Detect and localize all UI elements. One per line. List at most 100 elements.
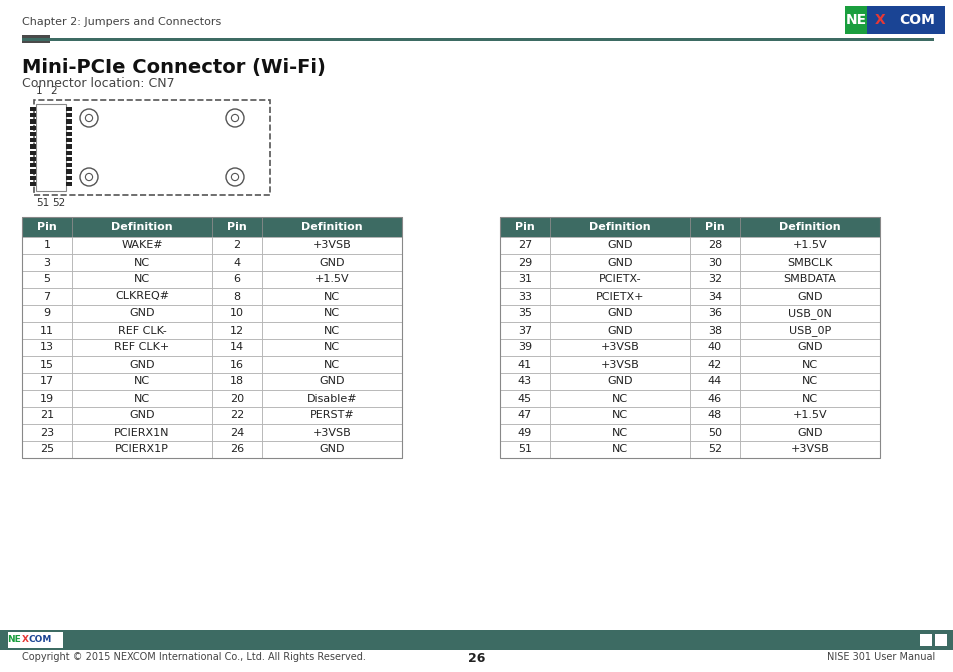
Text: GND: GND [607, 308, 632, 319]
Text: NC: NC [133, 274, 150, 284]
Text: GND: GND [797, 292, 821, 302]
Bar [30, 169, 36, 173]
Bar [919, 634, 931, 646]
Bar [550, 390, 689, 407]
Text: 22: 22 [230, 411, 244, 421]
Bar [30, 157, 36, 161]
Bar [689, 390, 740, 407]
Bar [34, 100, 270, 195]
Bar [22, 322, 71, 339]
Text: GND: GND [797, 343, 821, 353]
Text: REF CLK-: REF CLK- [117, 325, 166, 335]
Bar [550, 407, 689, 424]
Text: PCIETX-: PCIETX- [598, 274, 640, 284]
Bar [71, 441, 212, 458]
Text: +1.5V: +1.5V [314, 274, 349, 284]
Text: 52: 52 [52, 198, 65, 208]
Text: 11: 11 [40, 325, 54, 335]
Text: Pin: Pin [704, 222, 724, 232]
Text: 17: 17 [40, 376, 54, 386]
Bar [30, 107, 36, 112]
Bar [71, 237, 212, 254]
Text: Definition: Definition [779, 222, 840, 232]
Text: NC: NC [324, 292, 339, 302]
Text: Disable#: Disable# [306, 394, 357, 403]
Text: 33: 33 [517, 292, 532, 302]
Text: GND: GND [319, 444, 344, 454]
Text: Connector location: CN7: Connector location: CN7 [22, 77, 174, 90]
Text: +3VSB: +3VSB [790, 444, 828, 454]
Text: GND: GND [129, 308, 154, 319]
Text: 5: 5 [44, 274, 51, 284]
Bar [499, 271, 550, 288]
Bar [550, 322, 689, 339]
Text: Definition: Definition [589, 222, 650, 232]
Bar [262, 271, 401, 288]
Text: 23: 23 [40, 427, 54, 437]
Bar [22, 35, 50, 43]
Text: GND: GND [129, 411, 154, 421]
Bar [550, 271, 689, 288]
Text: GND: GND [797, 427, 821, 437]
Bar [22, 217, 401, 458]
Text: 2: 2 [233, 241, 240, 251]
Bar [212, 441, 262, 458]
Text: 34: 34 [707, 292, 721, 302]
Text: WAKE#: WAKE# [121, 241, 163, 251]
Bar [740, 237, 879, 254]
Bar [550, 237, 689, 254]
Text: 8: 8 [233, 292, 240, 302]
Text: NC: NC [133, 394, 150, 403]
Text: NISE 301 User Manual: NISE 301 User Manual [826, 652, 934, 662]
Bar [689, 339, 740, 356]
Bar [689, 322, 740, 339]
Text: 15: 15 [40, 360, 54, 370]
Bar [30, 175, 36, 180]
Text: 1: 1 [44, 241, 51, 251]
Text: +3VSB: +3VSB [313, 241, 351, 251]
Bar [30, 138, 36, 142]
Bar [66, 169, 71, 173]
Text: 36: 36 [707, 308, 721, 319]
Text: NC: NC [133, 257, 150, 267]
Text: 6: 6 [233, 274, 240, 284]
Bar [22, 237, 71, 254]
Text: 25: 25 [40, 444, 54, 454]
Bar [740, 356, 879, 373]
Text: 13: 13 [40, 343, 54, 353]
Bar [550, 305, 689, 322]
Bar [550, 254, 689, 271]
Bar [689, 271, 740, 288]
Text: PCIETX+: PCIETX+ [595, 292, 643, 302]
Text: 1: 1 [36, 86, 43, 96]
Bar [689, 373, 740, 390]
Text: +3VSB: +3VSB [600, 360, 639, 370]
Bar [8, 632, 63, 648]
Bar [212, 373, 262, 390]
Text: 48: 48 [707, 411, 721, 421]
Bar [66, 126, 71, 130]
Text: 43: 43 [517, 376, 532, 386]
Bar [22, 217, 71, 237]
Bar [71, 407, 212, 424]
Text: GND: GND [319, 376, 344, 386]
Bar [262, 237, 401, 254]
Bar [740, 271, 879, 288]
Bar [740, 390, 879, 407]
Text: GND: GND [607, 257, 632, 267]
Text: 39: 39 [517, 343, 532, 353]
Text: 46: 46 [707, 394, 721, 403]
Bar [550, 288, 689, 305]
Bar [66, 181, 71, 186]
Bar [71, 322, 212, 339]
Text: USB_0N: USB_0N [787, 308, 831, 319]
Bar [499, 217, 550, 237]
Bar [262, 441, 401, 458]
Bar [740, 322, 879, 339]
Bar [30, 144, 36, 149]
Bar [71, 271, 212, 288]
Bar [22, 407, 71, 424]
Text: 29: 29 [517, 257, 532, 267]
Bar [22, 271, 71, 288]
Bar [689, 254, 740, 271]
